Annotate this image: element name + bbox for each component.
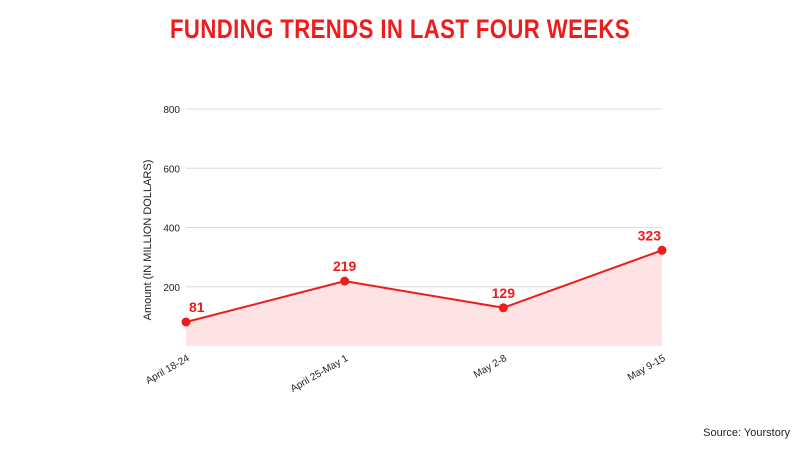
data-points xyxy=(181,245,667,327)
data-point xyxy=(657,245,667,255)
area-fill xyxy=(186,250,662,346)
chart-title: FUNDING TRENDS IN LAST FOUR WEEKS xyxy=(169,14,631,44)
x-tick-label: April 25-May 1 xyxy=(289,353,351,395)
data-point xyxy=(498,303,508,313)
data-label: 323 xyxy=(638,227,662,243)
y-axis-label: Amount (IN MILLION DOLLARS) xyxy=(142,160,154,321)
source-note: Source: Yourstory xyxy=(703,427,790,439)
data-label: 129 xyxy=(492,285,516,301)
y-tick-label: 600 xyxy=(163,164,180,175)
area-shape xyxy=(186,250,662,346)
x-tick-label: May 2-8 xyxy=(472,353,509,381)
data-point xyxy=(340,276,350,286)
data-point xyxy=(181,317,191,327)
x-tick-label: April 18-24 xyxy=(144,353,192,387)
y-tick-label: 800 xyxy=(163,105,180,116)
y-tick-label: 400 xyxy=(163,224,180,235)
y-axis-ticks: 200 400 600 800 xyxy=(163,105,180,294)
data-label: 219 xyxy=(333,258,357,274)
data-label: 81 xyxy=(189,299,205,315)
x-tick-label: May 9-15 xyxy=(626,353,668,384)
y-tick-label: 200 xyxy=(163,283,180,294)
x-axis-ticks: April 18-24 April 25-May 1 May 2-8 May 9-15 xyxy=(144,353,668,395)
gridlines xyxy=(186,108,662,288)
series-polyline xyxy=(185,249,663,323)
series-line xyxy=(185,249,663,323)
data-labels: 81 219 129 323 xyxy=(189,227,661,315)
